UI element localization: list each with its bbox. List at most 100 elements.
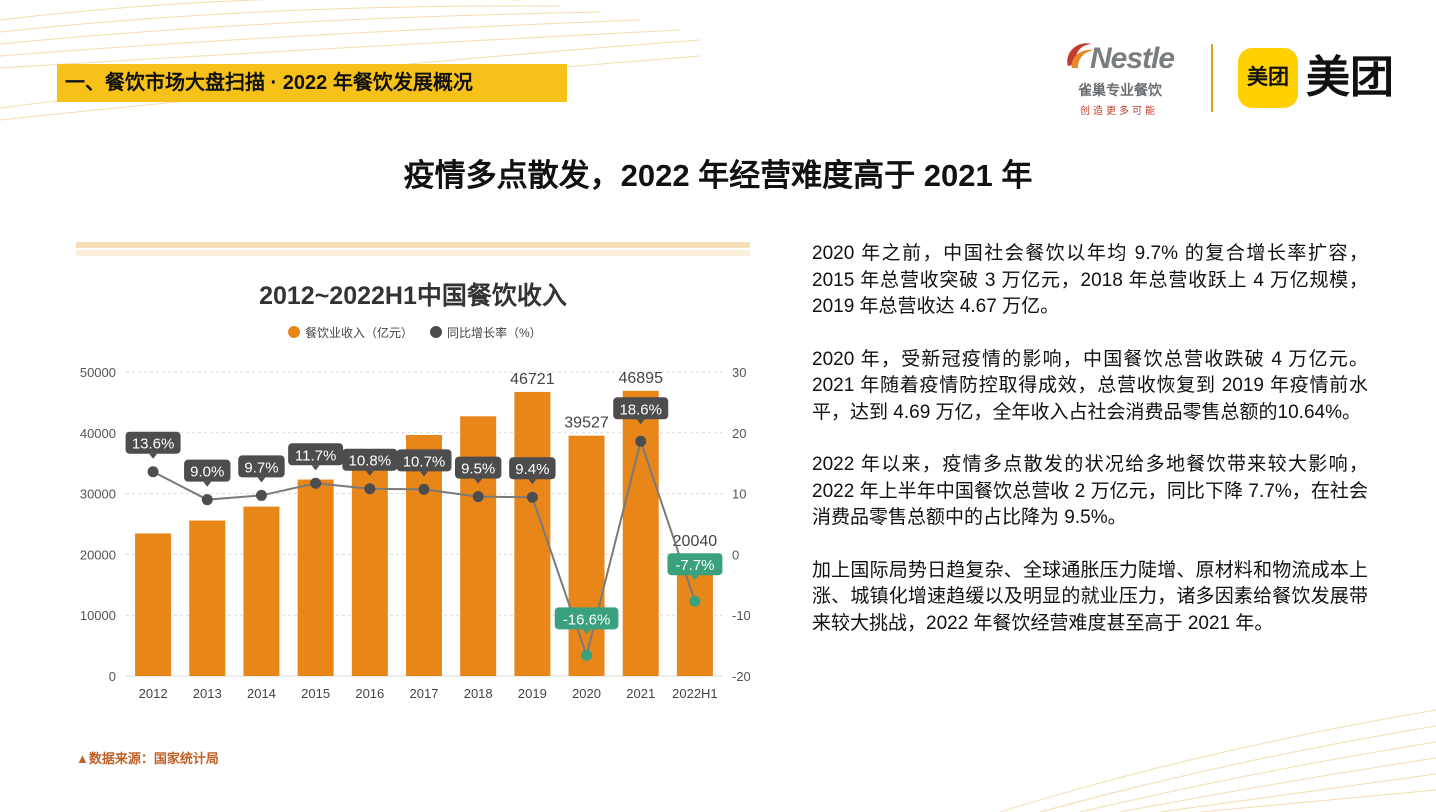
meituan-badge: 美团 bbox=[1238, 48, 1298, 108]
bar-value-label: 46895 bbox=[618, 370, 663, 387]
growth-label: -16.6% bbox=[554, 607, 619, 635]
growth-label: 11.7% bbox=[288, 443, 344, 471]
meituan-wordmark: 美团 bbox=[1306, 53, 1394, 102]
bar-2013 bbox=[189, 520, 226, 676]
legend-marker-line bbox=[430, 326, 442, 338]
bar-2016 bbox=[351, 458, 388, 676]
growth-point bbox=[201, 494, 213, 506]
growth-label-text: 10.8% bbox=[349, 453, 392, 470]
growth-label-bg bbox=[613, 397, 669, 420]
growth-label-pointer bbox=[474, 478, 483, 484]
growth-label: 9.0% bbox=[184, 459, 231, 487]
growth-label: 10.7% bbox=[396, 449, 452, 477]
bar-2021 bbox=[622, 390, 659, 676]
y-tick-right: 0 bbox=[732, 547, 739, 562]
nestle-slogan: 创造更多可能 bbox=[1080, 106, 1158, 117]
y-tick-right: 10 bbox=[732, 487, 746, 502]
growth-point bbox=[581, 649, 593, 661]
bar-2018 bbox=[460, 416, 497, 676]
growth-label-text: 9.0% bbox=[190, 464, 224, 481]
x-tick-label: 2020 bbox=[572, 686, 601, 701]
y-tick-right: 20 bbox=[732, 426, 746, 441]
x-tick-label: 2012 bbox=[139, 686, 168, 701]
y-tick-left: 0 bbox=[109, 669, 116, 684]
growth-label-bg bbox=[184, 459, 231, 482]
paragraph-4: 加上国际局势日趋复杂、全球通胀压力陡增、原材料和物流成本上涨、城镇化增速趋缓以及… bbox=[812, 559, 1368, 634]
growth-point bbox=[472, 491, 484, 503]
growth-label-text: 11.7% bbox=[295, 447, 336, 464]
nestle-chinese-name: 雀巢专业餐饮 bbox=[1078, 82, 1162, 98]
growth-label-text: 9.5% bbox=[461, 461, 495, 478]
growth-label: 9.7% bbox=[238, 455, 285, 483]
growth-label-bg bbox=[667, 553, 723, 576]
growth-label-pointer bbox=[149, 453, 158, 459]
y-tick-left: 30000 bbox=[80, 487, 116, 502]
x-tick-label: 2017 bbox=[410, 686, 439, 701]
paragraph-2: 2020 年，受新冠疫情的影响，中国餐饮总营收跌破 4 万亿元。2021 年随着… bbox=[812, 348, 1368, 423]
body-text: 2020 年之前，中国社会餐饮以年均 9.7% 的复合增长率扩容，2015 年总… bbox=[812, 241, 1368, 663]
x-tick-label: 2015 bbox=[301, 686, 330, 701]
growth-label-text: -7.7% bbox=[675, 557, 714, 574]
bar-2015 bbox=[297, 479, 334, 676]
page-title: 疫情多点散发，2022 年经营难度高于 2021 年 bbox=[403, 158, 1033, 193]
growth-label: 10.8% bbox=[342, 448, 398, 476]
growth-label: 13.6% bbox=[125, 431, 181, 459]
y-tick-right: -10 bbox=[732, 608, 750, 623]
paragraph-1: 2020 年之前，中国社会餐饮以年均 9.7% 的复合增长率扩容，2015 年总… bbox=[812, 243, 1368, 317]
growth-label: -7.7% bbox=[667, 553, 723, 581]
x-tick-label: 2013 bbox=[193, 686, 222, 701]
growth-label-bg bbox=[454, 456, 502, 479]
chart-header-band bbox=[76, 242, 750, 258]
growth-label-text: 13.6% bbox=[132, 436, 175, 453]
bar-2012 bbox=[135, 533, 172, 676]
nestle-logo-text: Nestle bbox=[1090, 42, 1175, 75]
legend-marker-bar bbox=[288, 326, 300, 338]
y-tick-left: 20000 bbox=[80, 547, 116, 562]
growth-label-pointer bbox=[582, 629, 591, 635]
growth-label-pointer bbox=[311, 465, 320, 471]
legend-label-bar: 餐饮业收入（亿元） bbox=[305, 325, 413, 340]
growth-label-pointer bbox=[420, 471, 428, 477]
growth-label-bg bbox=[238, 455, 285, 478]
bar-2014 bbox=[243, 506, 280, 676]
x-tick-label: 2022H1 bbox=[672, 686, 718, 701]
growth-label-text: 9.4% bbox=[515, 461, 549, 478]
growth-label-bg bbox=[342, 448, 398, 471]
growth-point bbox=[635, 435, 647, 447]
decorative-lines-bottom bbox=[1000, 709, 1436, 812]
growth-label-bg bbox=[396, 449, 452, 472]
growth-point bbox=[689, 595, 701, 607]
y-tick-right: 30 bbox=[732, 365, 746, 380]
growth-label-pointer bbox=[690, 575, 699, 581]
bar-value-label: 20040 bbox=[673, 533, 718, 550]
x-tick-label: 2016 bbox=[355, 686, 384, 701]
growth-label: 9.5% bbox=[454, 456, 502, 484]
growth-point bbox=[255, 489, 267, 501]
growth-label-bg bbox=[288, 443, 344, 466]
growth-label-pointer bbox=[636, 419, 645, 425]
growth-label-pointer bbox=[365, 470, 374, 476]
x-tick-label: 2018 bbox=[464, 686, 493, 701]
growth-label-pointer bbox=[528, 479, 537, 485]
growth-label-bg bbox=[509, 457, 556, 480]
growth-label: 18.6% bbox=[613, 397, 669, 425]
data-source-note: ▲数据来源：国家统计局 bbox=[76, 751, 219, 766]
bar-2020 bbox=[568, 435, 605, 676]
growth-label-text: 9.7% bbox=[244, 459, 278, 476]
brand-logos: Nestle 雀巢专业餐饮 创造更多可能 美团 美团 bbox=[1060, 36, 1410, 120]
x-tick-label: 2014 bbox=[247, 686, 276, 701]
growth-label-text: -16.6% bbox=[563, 611, 611, 628]
y-tick-left: 50000 bbox=[80, 365, 116, 380]
growth-label-text: 10.7% bbox=[403, 453, 446, 470]
growth-label-text: 18.6% bbox=[619, 401, 662, 418]
growth-label-bg bbox=[554, 607, 619, 630]
growth-point bbox=[147, 466, 159, 478]
y-tick-right: -20 bbox=[732, 669, 750, 684]
logo-divider bbox=[1211, 44, 1213, 112]
paragraph-3: 2022 年以来，疫情多点散发的状况给多地餐饮带来较大影响，2022 年上半年中… bbox=[812, 454, 1368, 528]
growth-label-pointer bbox=[257, 477, 266, 483]
x-tick-label: 2021 bbox=[626, 686, 655, 701]
chart-container: 2012~2022H1中国餐饮收入 餐饮业收入（亿元） 同比增长率（%） 0 10000… bbox=[76, 262, 750, 702]
chart-title: 2012~2022H1中国餐饮收入 bbox=[259, 281, 567, 310]
